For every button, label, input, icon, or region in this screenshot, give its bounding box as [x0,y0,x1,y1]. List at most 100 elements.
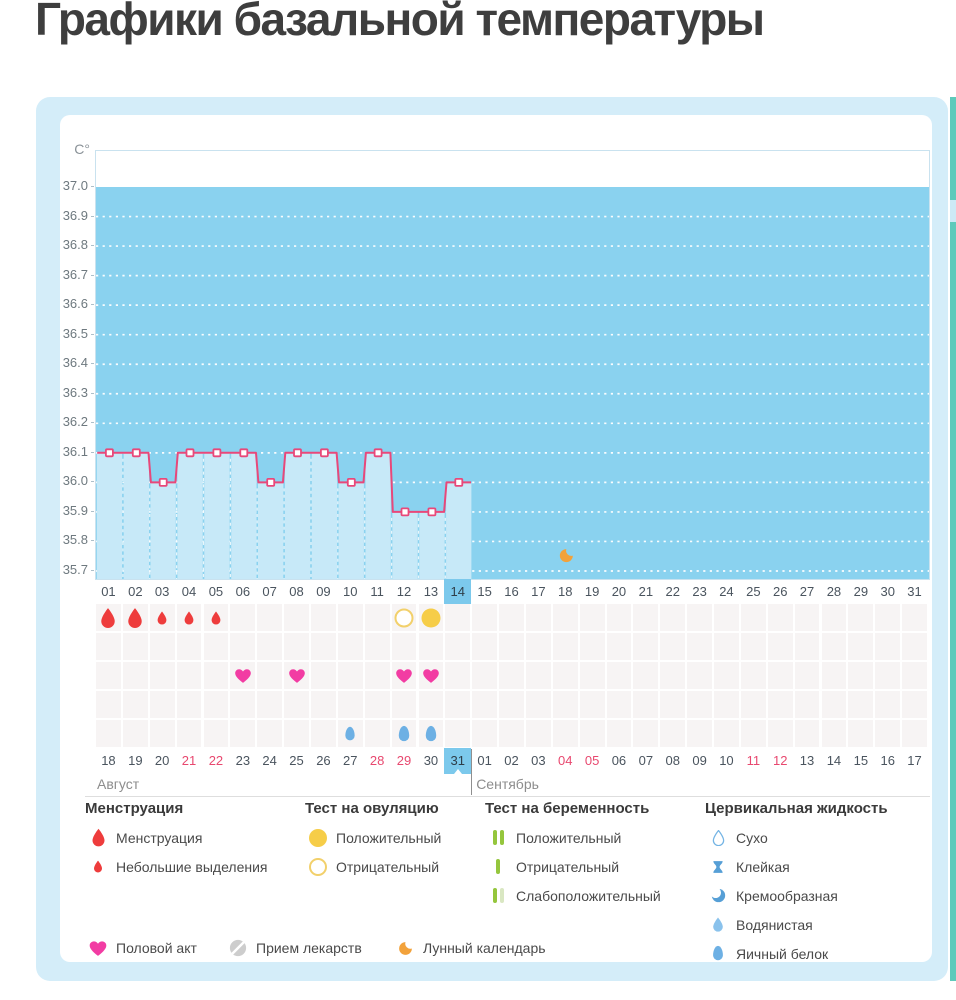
symbol-cell[interactable] [579,604,605,631]
calendar-day-august-25[interactable]: 25 [289,753,304,768]
symbol-cell[interactable] [794,604,820,631]
calendar-day-september-05[interactable]: 05 [584,753,600,768]
symbol-cell[interactable] [525,691,551,718]
symbol-cell[interactable] [311,633,336,660]
symbol-cell[interactable] [687,633,713,660]
calendar-day-september-04[interactable]: 04 [558,753,573,768]
symbol-cell[interactable] [472,633,498,660]
symbol-cell[interactable] [794,662,820,689]
symbol-cell[interactable] [499,720,524,747]
symbol-cell[interactable] [740,633,766,660]
symbol-cell[interactable] [579,662,605,689]
symbol-cell[interactable] [552,604,578,631]
symbol-cell[interactable] [499,662,524,689]
symbol-cell[interactable] [203,691,229,718]
symbol-cell[interactable] [606,720,632,747]
symbol-cell[interactable] [714,662,739,689]
symbol-cell[interactable] [364,633,390,660]
symbol-cell[interactable] [552,691,578,718]
symbol-cell[interactable] [902,633,927,660]
symbol-cell[interactable] [96,662,121,689]
symbol-cell[interactable] [122,691,148,718]
cycle-day-25[interactable]: 25 [746,584,761,599]
symbol-cell[interactable] [714,691,739,718]
symbol-cell[interactable] [311,720,336,747]
symbol-cell[interactable] [364,604,390,631]
symbol-cell[interactable] [794,633,820,660]
symbol-cell[interactable] [257,604,283,631]
symbol-cell[interactable] [364,662,390,689]
calendar-day-september-01[interactable]: 01 [477,753,492,768]
calendar-day-september-15[interactable]: 15 [853,753,869,768]
symbol-cell[interactable] [606,633,632,660]
symbol-cell[interactable] [767,604,793,631]
symbol-cell[interactable] [552,720,578,747]
symbol-cell[interactable] [176,633,202,660]
cycle-day-11[interactable]: 11 [370,584,384,599]
cycle-day-07[interactable]: 07 [262,584,277,599]
symbol-cell[interactable] [418,691,444,718]
symbol-cell[interactable] [284,604,309,631]
symbol-cell[interactable] [257,662,283,689]
cycle-day-18[interactable]: 18 [558,584,573,599]
symbol-cell[interactable] [230,691,256,718]
calendar-day-august-22[interactable]: 22 [208,753,224,768]
symbol-cell[interactable] [230,604,256,631]
symbol-cell[interactable] [364,720,390,747]
calendar-day-august-27[interactable]: 27 [343,753,358,768]
symbol-cell[interactable] [848,604,874,631]
symbol-cell[interactable] [472,604,498,631]
calendar-day-august-29[interactable]: 29 [396,753,412,768]
symbol-cell[interactable] [257,691,283,718]
symbol-cell[interactable] [499,691,524,718]
symbol-cell[interactable] [257,633,283,660]
symbol-cell[interactable] [848,633,874,660]
symbol-cell[interactable] [687,604,713,631]
cycle-day-27[interactable]: 27 [799,584,815,599]
symbol-cell[interactable] [848,720,874,747]
symbol-cell[interactable] [472,720,498,747]
calendar-day-august-23[interactable]: 23 [235,753,251,768]
symbol-cell[interactable] [902,720,927,747]
calendar-day-september-14[interactable]: 14 [826,753,842,768]
symbol-cell[interactable] [660,604,686,631]
symbol-cell[interactable] [875,720,901,747]
calendar-day-september-08[interactable]: 08 [665,753,680,768]
cycle-day-28[interactable]: 28 [826,584,842,599]
calendar-day-september-10[interactable]: 10 [719,753,734,768]
calendar-day-august-31[interactable]: 31 [444,748,472,774]
calendar-day-september-11[interactable]: 11 [746,753,761,768]
cycle-day-19[interactable]: 19 [584,584,600,599]
symbol-cell[interactable] [203,720,229,747]
symbol-cell[interactable] [176,691,202,718]
symbol-cell[interactable] [525,662,551,689]
symbol-cell[interactable] [311,691,336,718]
symbol-cell[interactable] [687,691,713,718]
symbol-cell[interactable] [794,691,820,718]
cycle-day-21[interactable]: 21 [638,584,654,599]
cycle-day-30[interactable]: 30 [880,584,895,599]
symbol-cell[interactable] [633,720,659,747]
symbol-cell[interactable] [445,720,471,747]
symbol-cell[interactable] [902,604,927,631]
symbol-cell[interactable] [660,662,686,689]
symbol-cell[interactable] [96,633,121,660]
scrollbar[interactable] [950,97,956,981]
calendar-day-september-12[interactable]: 12 [773,753,788,768]
calendar-day-august-19[interactable]: 19 [128,753,143,768]
cycle-day-22[interactable]: 22 [665,584,680,599]
symbol-cell[interactable] [499,633,524,660]
symbol-cell[interactable] [606,691,632,718]
symbol-cell[interactable] [203,633,229,660]
symbol-cell[interactable] [230,633,256,660]
symbol-cell[interactable] [337,633,363,660]
calendar-day-august-24[interactable]: 24 [262,753,277,768]
symbol-cell[interactable] [740,604,766,631]
symbol-cell[interactable] [472,691,498,718]
symbol-cell[interactable] [687,662,713,689]
calendar-day-august-30[interactable]: 30 [423,753,439,768]
symbol-cell[interactable] [149,633,175,660]
symbol-cell[interactable] [122,720,148,747]
symbol-cell[interactable] [284,720,309,747]
symbol-cell[interactable] [552,633,578,660]
